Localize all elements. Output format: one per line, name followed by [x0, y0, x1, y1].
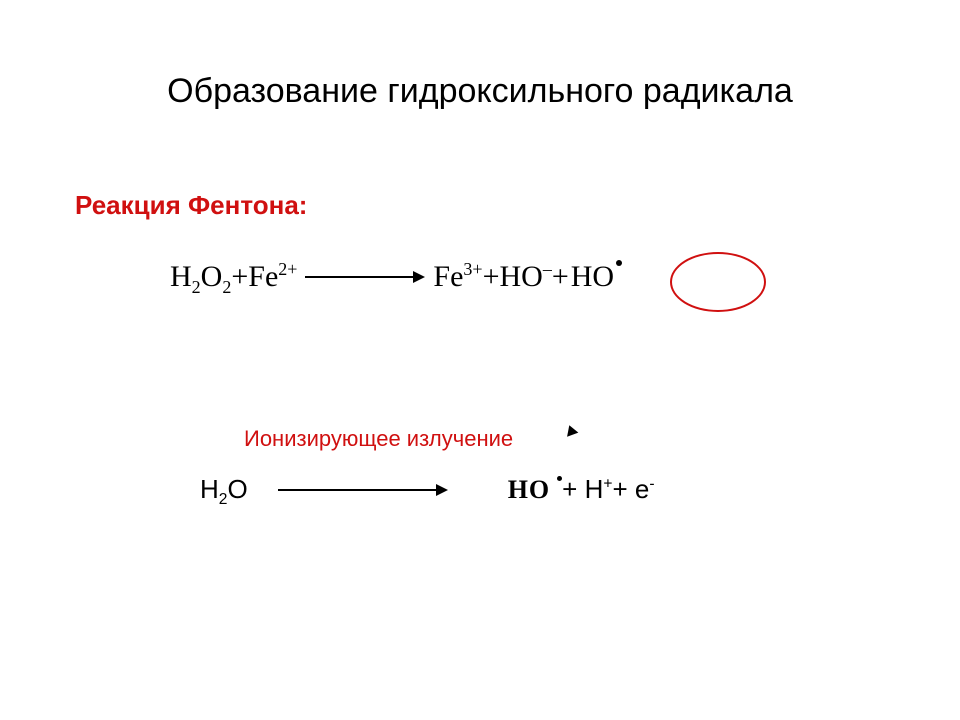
highlight-circle-icon	[670, 252, 766, 312]
eq2-arrow-icon	[278, 477, 448, 503]
eq1-arrow-icon	[305, 262, 425, 292]
radical-dot-icon	[557, 476, 562, 481]
stray-arrowhead-icon	[564, 423, 579, 437]
radical-dot-icon	[616, 260, 622, 266]
eq2-electron: + e-	[612, 474, 654, 505]
ionizing-radiation-label: Ионизирующее излучение	[244, 426, 513, 452]
fenton-equation: H2O2 + Fe2+ Fe3+ + HO– + HO	[170, 260, 616, 294]
eq1-fe2: Fe2+	[248, 260, 297, 294]
eq2-hplus: + H+	[562, 474, 612, 505]
eq1-plus2: +	[483, 260, 500, 294]
eq1-ho-radical: HO	[569, 260, 616, 294]
eq1-ho-minus: HO–	[500, 260, 552, 294]
eq1-plus1: +	[231, 260, 248, 294]
radiolysis-equation: H2O HO + H+ + e-	[200, 474, 655, 505]
eq1-h2o2: H2O2	[170, 260, 231, 294]
eq2-ho-radical: HO	[508, 475, 562, 505]
slide: Образование гидроксильного радикала Реак…	[0, 0, 960, 720]
eq1-fe3: Fe3+	[433, 260, 482, 294]
eq2-h2o: H2O	[200, 474, 248, 505]
eq1-plus3: +	[552, 260, 569, 294]
slide-title: Образование гидроксильного радикала	[0, 72, 960, 111]
reaction-subtitle: Реакция Фентона:	[75, 190, 307, 221]
